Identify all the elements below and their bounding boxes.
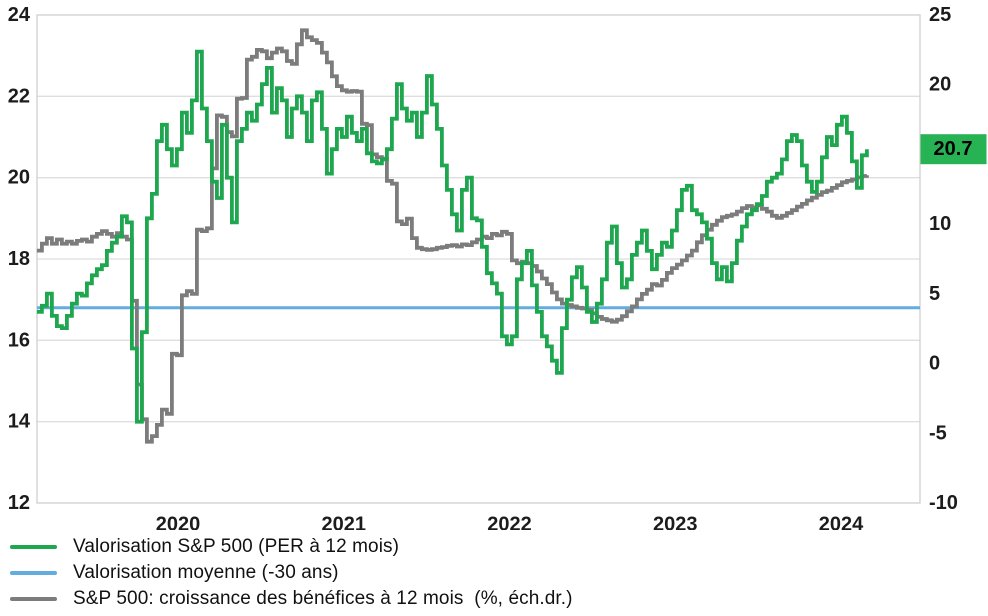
latest-value-badge [920,134,987,165]
plot-border [36,14,921,504]
right-axis-tick-label: 0 [929,353,940,375]
gray-line-swatch-icon [10,597,57,601]
right-axis-tick-label: -5 [929,422,947,444]
green-line-swatch-icon [10,545,57,549]
legend: Valorisation S&P 500 (PER à 12 mois) Val… [0,530,988,612]
series-per-line [36,49,869,424]
right-axis-tick-label: 25 [929,4,951,26]
left-axis-tick-label: 22 [8,85,30,107]
legend-item-croissance: S&P 500: croissance des bénéfices à 12 m… [10,586,988,612]
left-axis-tick-label: 12 [8,492,30,514]
chart-svg: 24 22 20 18 16 14 12 25 20 10 5 0 -5 -10 2020 2021 2022 2… [8,4,987,536]
right-axis-tick-label: -10 [929,492,958,514]
right-axis-tick-label: 20 [929,74,951,96]
legend-label-per: Valorisation S&P 500 (PER à 12 mois) [73,536,400,557]
series-croissance-line [36,28,869,444]
chart-plot-area: 24 22 20 18 16 14 12 25 20 10 5 0 -5 -10 2020 2021 2022 2… [8,4,987,536]
right-axis-tick-label: 5 [929,283,940,305]
right-axis-tick-label: 10 [929,213,951,235]
x-axis-tick-label: 2023 [653,514,698,530]
x-axis-tick-label: 2022 [487,514,532,530]
legend-label-croissance: S&P 500: croissance des bénéfices à 12 m… [73,588,573,609]
left-axis-tick-label: 18 [8,248,30,270]
left-axis-tick-label: 16 [8,329,30,351]
legend-item-moyenne: Valorisation moyenne (-30 ans) [10,560,988,586]
x-axis-tick-label: 2021 [322,514,367,530]
x-axis-tick-label: 2024 [819,514,864,530]
left-axis-tick-label: 20 [8,167,30,189]
latest-value-badge-label: 20.7 [934,138,973,160]
x-axis-tick-label: 2020 [156,514,201,530]
blue-line-swatch-icon [10,571,57,575]
legend-label-moyenne: Valorisation moyenne (-30 ans) [73,562,339,583]
legend-item-per: Valorisation S&P 500 (PER à 12 mois) [10,534,988,560]
left-axis-tick-label: 14 [8,411,31,433]
left-axis-tick-label: 24 [8,4,31,26]
